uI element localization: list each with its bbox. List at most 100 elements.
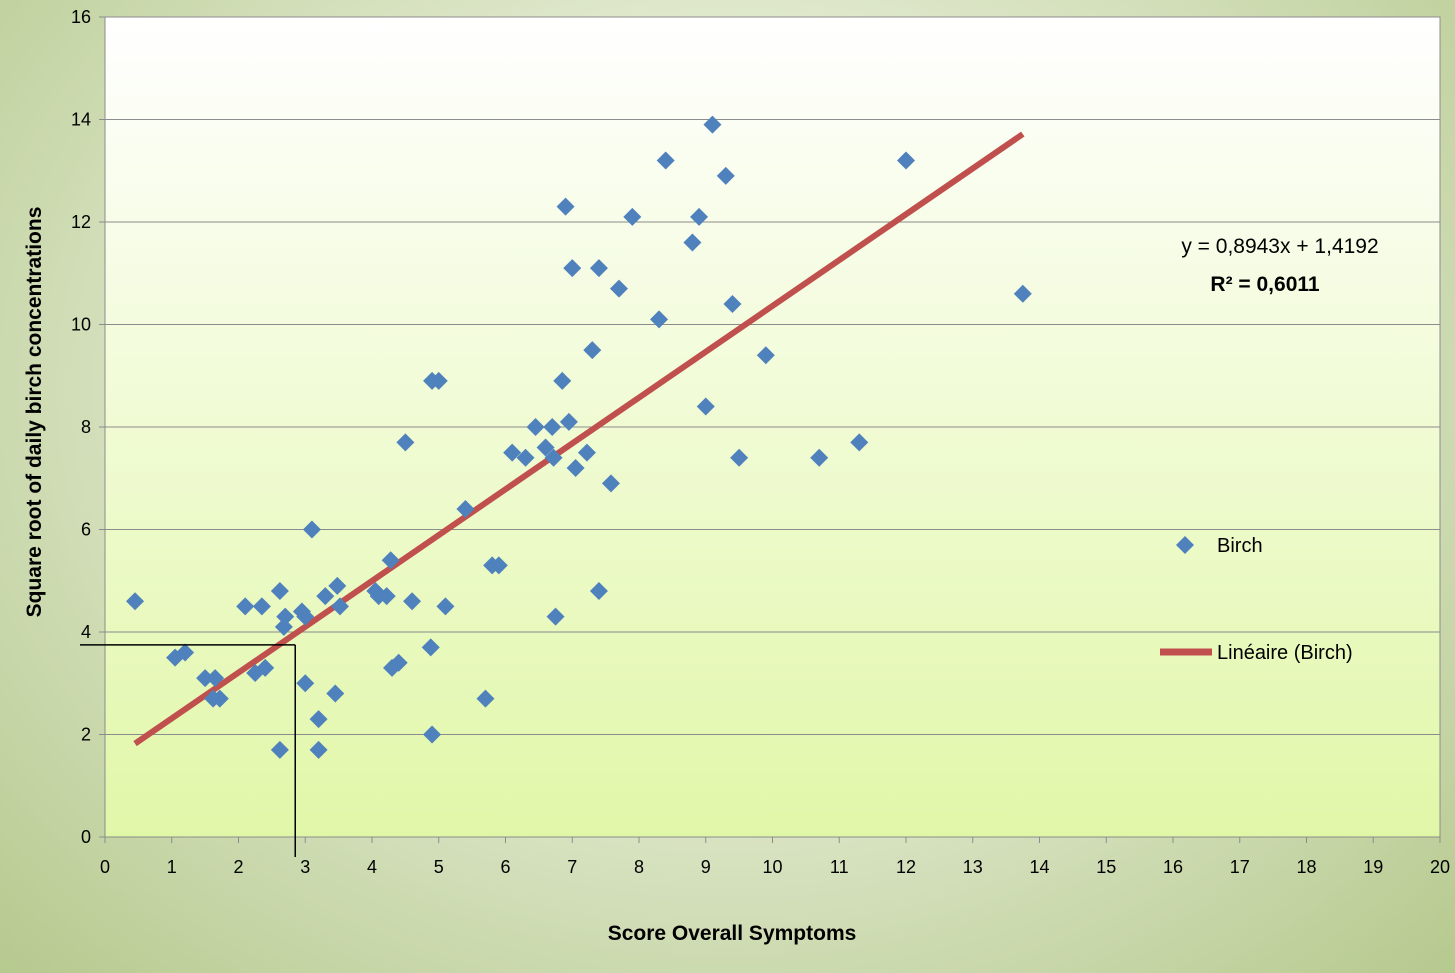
y-tick-label: 16	[71, 7, 91, 27]
data-point	[850, 433, 869, 452]
data-point	[563, 259, 582, 278]
x-tick-label: 8	[634, 857, 644, 877]
data-point	[309, 710, 328, 729]
data-point	[328, 576, 347, 595]
data-point	[897, 151, 915, 170]
data-point	[703, 115, 722, 134]
data-point	[589, 259, 608, 278]
gridlines	[105, 119, 1440, 735]
data-point	[544, 448, 563, 467]
data-point	[403, 592, 422, 611]
data-point	[516, 448, 535, 467]
data-point	[526, 418, 545, 436]
data-point	[601, 474, 620, 493]
data-point	[296, 674, 315, 693]
legend-marker-birch	[1176, 536, 1194, 554]
data-point	[577, 443, 596, 462]
data-point	[377, 587, 396, 606]
data-point	[1013, 284, 1032, 303]
data-point	[296, 607, 315, 626]
data-point	[326, 684, 345, 703]
y-tick-label: 8	[81, 417, 91, 437]
data-point	[389, 653, 408, 672]
x-tick-label: 6	[500, 857, 510, 877]
y-tick-label: 6	[81, 520, 91, 540]
x-tick-label: 7	[567, 857, 577, 877]
data-point	[210, 689, 229, 708]
data-point	[489, 556, 508, 575]
x-tick-label: 5	[434, 857, 444, 877]
data-points	[126, 115, 1032, 759]
x-tick-label: 1	[167, 857, 177, 877]
data-point	[436, 597, 455, 616]
r-squared-label: R² = 0,6011	[1210, 273, 1319, 296]
data-point	[236, 597, 255, 616]
data-point	[456, 500, 475, 518]
data-point	[270, 740, 289, 759]
trend-equation: y = 0,8943x + 1,4192	[1181, 235, 1378, 258]
y-tick-label: 14	[71, 110, 91, 130]
data-point	[716, 166, 735, 185]
data-point	[536, 438, 555, 457]
data-point	[623, 207, 642, 226]
data-point	[196, 669, 215, 688]
x-tick-label: 2	[233, 857, 243, 877]
reference-lines	[80, 644, 296, 857]
data-point	[609, 279, 628, 298]
x-tick-label: 10	[762, 857, 782, 877]
x-tick-label: 4	[367, 857, 377, 877]
x-tick-label: 14	[1029, 857, 1049, 877]
data-point	[423, 725, 442, 744]
legend: Birch Linéaire (Birch)	[1160, 535, 1353, 664]
data-point	[559, 412, 578, 431]
data-point	[583, 341, 602, 360]
x-tick-label: 0	[100, 857, 110, 877]
data-point	[553, 371, 572, 390]
data-point	[256, 658, 275, 677]
y-tick-label: 10	[71, 315, 91, 335]
x-tick-label: 11	[830, 857, 849, 877]
data-point	[176, 643, 195, 662]
y-tick-label: 0	[81, 827, 91, 847]
data-point	[723, 295, 742, 313]
data-point	[696, 397, 715, 416]
data-point	[206, 669, 225, 688]
data-point	[381, 551, 400, 570]
legend-label-linear: Linéaire (Birch)	[1217, 642, 1353, 664]
x-tick-label: 9	[701, 857, 711, 877]
x-tick-label: 17	[1230, 857, 1250, 877]
data-point	[556, 197, 575, 216]
y-tick-label: 4	[81, 622, 91, 642]
data-point	[810, 448, 829, 467]
x-tick-label: 16	[1163, 857, 1183, 877]
data-point	[309, 740, 328, 759]
data-point	[589, 582, 608, 600]
x-tick-label: 19	[1363, 857, 1383, 877]
data-point	[330, 597, 349, 616]
x-tick-label: 13	[963, 857, 983, 877]
trendline-layer	[133, 131, 1025, 747]
data-point	[566, 459, 585, 477]
x-tick-label: 15	[1096, 857, 1116, 877]
y-tick-label: 2	[81, 725, 91, 745]
data-point	[126, 592, 145, 611]
data-point	[656, 151, 675, 170]
x-axis-title: Score Overall Symptoms	[608, 922, 857, 945]
x-tick-label: 18	[1296, 857, 1316, 877]
legend-label-birch: Birch	[1217, 535, 1263, 557]
y-tick-label: 12	[71, 212, 91, 232]
data-point	[730, 448, 749, 467]
data-point	[650, 310, 669, 329]
data-point	[756, 346, 775, 365]
y-axis-title: Square root of daily birch concentration…	[23, 207, 46, 618]
trendline	[133, 131, 1025, 747]
data-point	[302, 520, 321, 539]
data-point	[690, 207, 709, 226]
data-point	[476, 689, 495, 708]
data-point	[429, 371, 448, 390]
data-point	[683, 233, 702, 252]
data-point	[396, 433, 415, 452]
